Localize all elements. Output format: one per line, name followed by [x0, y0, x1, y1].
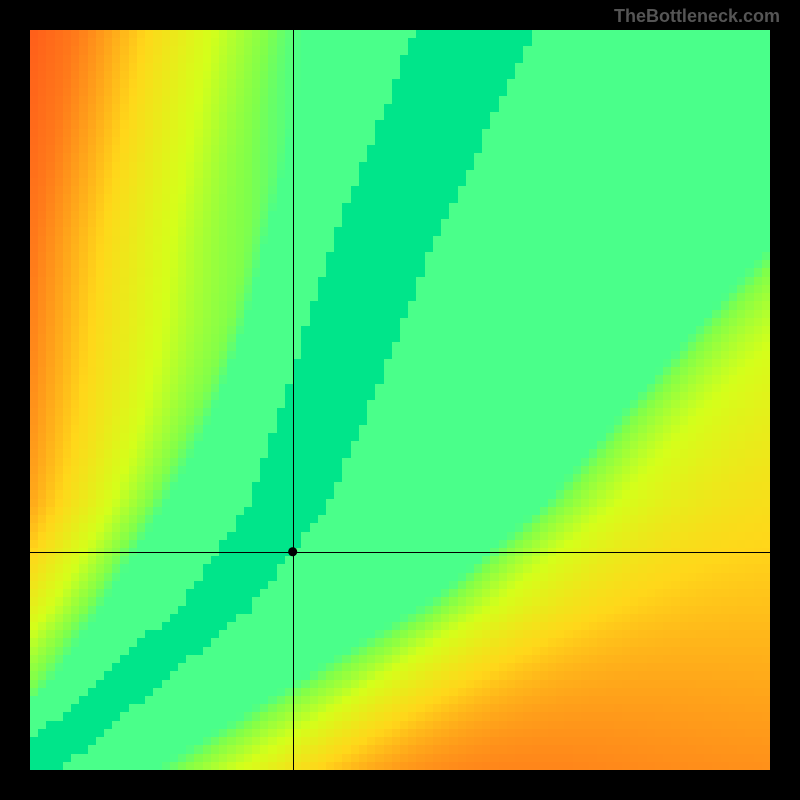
crosshair-overlay — [30, 30, 770, 770]
chart-container: TheBottleneck.com — [0, 0, 800, 800]
plot-area — [30, 30, 770, 770]
watermark-text: TheBottleneck.com — [614, 6, 780, 27]
